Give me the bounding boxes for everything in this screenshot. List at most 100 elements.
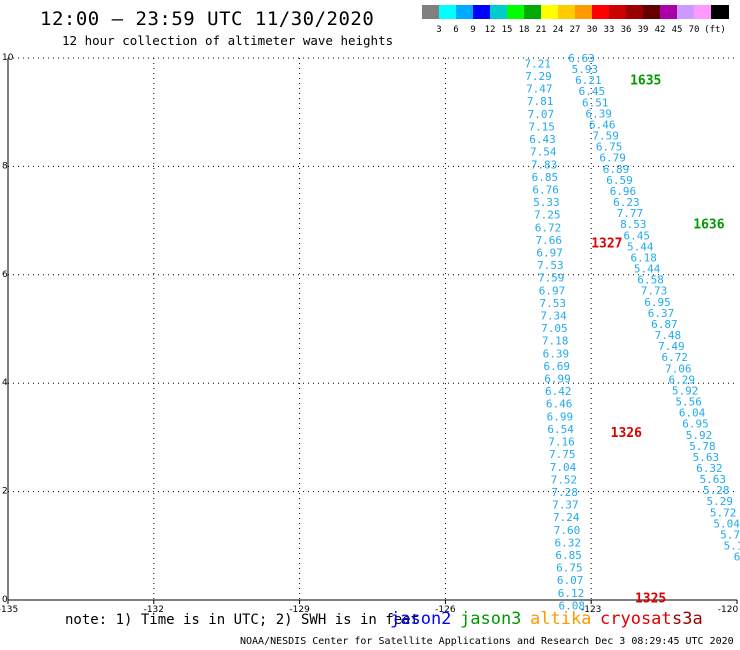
y-tick-label: 6 [2,270,8,280]
swh-value-left-track: 6.72 [535,221,562,234]
swh-value-right-track: 6.75 [596,141,623,154]
legend-tick-label: 36 [620,25,632,35]
swh-value-left-track: 7.04 [550,461,577,474]
legend-color-swatch [524,5,542,19]
swh-value-left-track: 7.59 [538,272,565,285]
track-time-label: 1636 [693,217,724,232]
swh-value-right-track: 8.53 [620,218,647,231]
swh-value-right-track: 6.51 [582,96,609,109]
swh-value-left-track: 7.47 [526,83,553,96]
swh-value-left-track: 6.43 [529,133,556,146]
swh-value-right-track: 6.21 [575,74,602,87]
legend-tick-label: 42 [654,25,666,35]
swh-value-right-track: 5.93 [572,63,599,76]
swh-value-left-track: 7.24 [553,511,580,524]
swh-value-left-track: 7.07 [528,108,555,121]
satellite-s3a-label: s3a [672,609,703,629]
swh-value-left-track: 6.97 [536,246,563,259]
legend-color-swatch [456,5,474,19]
legend-tick-label: 24 [552,25,564,35]
legend-tick-label: 70 [688,25,700,35]
x-tick-label: -126 [435,605,456,615]
swh-value-right-track: 6.29 [668,373,695,386]
legend-color-swatch [422,5,440,19]
y-tick-label: 4 [2,378,8,388]
swh-value-left-track: 6.75 [556,562,583,575]
swh-value-right-track: 5.63 [693,451,720,464]
swh-value-left-track: 7.25 [534,209,561,222]
satellite-altika-label: altika [530,609,592,629]
swh-value-left-track: 7.52 [551,473,578,486]
swh-value-right-track: 7.77 [617,207,644,220]
swh-value-left-track: 6.54 [547,423,574,436]
swh-value-left-track: 7.75 [549,448,576,461]
x-tick-label: -132 [144,605,164,615]
swh-value-right-track: 6.72 [662,351,689,364]
swh-value-right-track: 5.92 [672,384,699,397]
legend-tick-label: 12 [484,25,496,35]
legend-color-swatch [575,5,593,19]
legend-color-swatch [660,5,678,19]
swh-value-left-track: 6.99 [544,373,571,386]
y-tick-label: 10 [2,53,14,63]
track-time-label: 1325 [635,591,666,606]
swh-value-right-track: 5.04 [713,517,740,530]
swh-value-left-track: 7.53 [537,259,564,272]
x-tick-label: -129 [289,605,310,615]
y-tick-label: 8 [2,161,8,171]
swh-value-right-track: 6.58 [637,274,664,287]
swh-value-right-track: 6.89 [603,163,630,176]
swh-value-left-track: 7.16 [548,436,575,449]
swh-value-right-track: 6.18 [630,251,657,264]
legend-tick-label: 33 [603,25,615,35]
swh-value-right-track: 5.29 [706,495,733,508]
swh-value-left-track: 6.07 [557,574,584,587]
legend-color-swatch [507,5,525,19]
swh-value-right-track: 5.92 [686,429,713,442]
footer-credit: NOAA/NESDIS Center for Satellite Applica… [240,636,734,647]
swh-value-left-track: 6.85 [555,549,582,562]
swh-value-right-track: 6.45 [624,229,651,242]
page-title: 12:00 – 23:59 UTC 11/30/2020 [40,8,375,30]
swh-value-right-track: 6.46 [589,118,616,131]
legend-tick-label: 6 [453,25,459,35]
page-subtitle: 12 hour collection of altimeter wave hei… [62,33,394,48]
swh-value-right-track: 7.06 [665,362,692,375]
swh-value-right-track: 6.04 [679,407,706,420]
swh-value-left-track: 7.21 [524,57,551,70]
swh-value-left-track: 6.32 [555,536,582,549]
x-tick-label: -135 [0,605,18,615]
swh-value-left-track: 7.60 [554,524,581,537]
legend-tick-label: 9 [470,25,476,35]
swh-value-right-track: 5.1 [724,540,740,553]
swh-value-right-track: 5.28 [703,484,730,497]
swh-value-right-track: 6.87 [651,318,678,331]
swh-value-left-track: 7.53 [540,297,567,310]
legend-tick-label: 21 [535,25,547,35]
swh-value-right-track: 6.96 [610,185,637,198]
swh-value-left-track: 6.69 [543,360,570,373]
swh-value-right-track: 6.39 [586,107,613,120]
swh-value-left-track: 6.42 [545,385,572,398]
swh-value-left-track: 7.81 [527,95,554,108]
swh-value-right-track: 6.79 [599,152,626,165]
satellite-jason3-label: jason3 [460,609,522,629]
swh-value-left-track: 7.37 [552,499,579,512]
swh-value-right-track: 5.72 [710,506,737,519]
swh-value-right-track: 6.45 [579,85,606,98]
swh-value-right-track: 7.48 [655,329,682,342]
swh-value-right-track: 6 [734,551,740,564]
track-time-label: 1635 [630,74,661,89]
legend-color-swatch [439,5,457,19]
color-scale-legend: 3 6 9 12 15 18 21 24 27 30 33 36 39 42 45 70 (ft) [422,5,729,35]
swh-value-right-track: 6.23 [613,196,640,209]
swh-value-right-track: 7.73 [641,285,668,298]
legend-tick-label: 18 [518,25,530,35]
swh-value-left-track: 6.46 [546,398,573,411]
note-text: note: 1) Time is in UTC; 2) SWH is in fe… [65,612,420,628]
swh-value-left-track: 6.39 [543,347,570,360]
swh-value-right-track: 7.59 [592,130,619,143]
swh-value-left-track: 7.28 [551,486,578,499]
swh-value-right-track: 5.44 [627,240,654,253]
